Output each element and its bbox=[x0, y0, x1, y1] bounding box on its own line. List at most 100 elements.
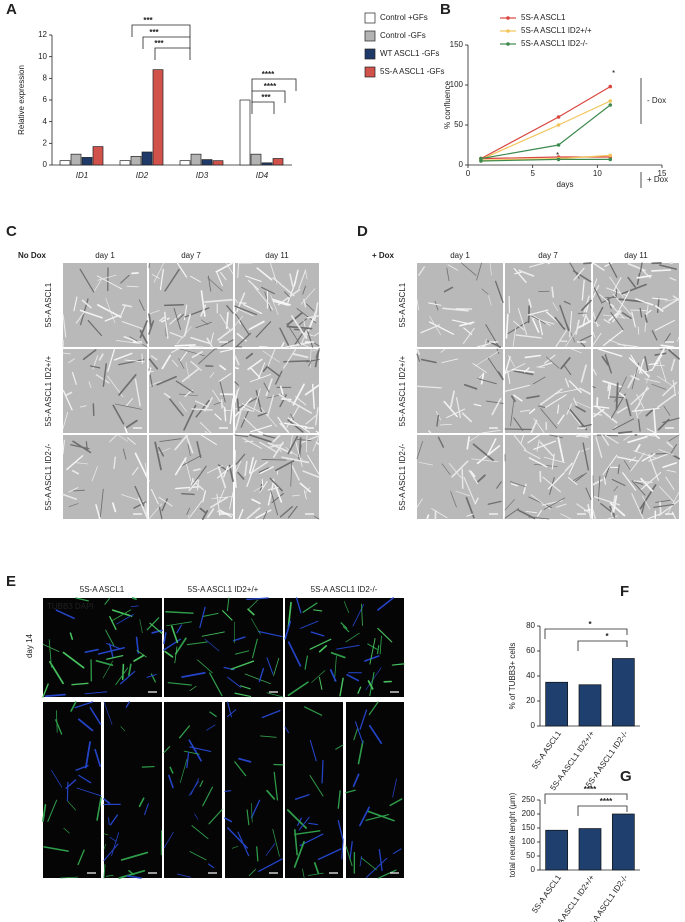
cell bbox=[191, 408, 213, 411]
cell bbox=[234, 355, 240, 366]
cell bbox=[630, 387, 650, 405]
cell bbox=[469, 434, 480, 442]
cell bbox=[498, 371, 504, 380]
cell bbox=[243, 417, 261, 434]
cell bbox=[298, 816, 310, 831]
bar bbox=[152, 69, 164, 166]
cell bbox=[126, 285, 139, 288]
cell bbox=[524, 354, 542, 359]
x-axis-label: days bbox=[557, 180, 574, 189]
cell bbox=[190, 777, 200, 796]
cell bbox=[312, 348, 320, 352]
cell bbox=[596, 434, 619, 437]
cell bbox=[584, 312, 590, 323]
cell bbox=[309, 638, 332, 650]
cell bbox=[592, 262, 605, 271]
cell bbox=[592, 509, 596, 520]
cell bbox=[79, 309, 103, 319]
cell bbox=[112, 404, 125, 425]
cell bbox=[123, 336, 137, 342]
panel-letter: E bbox=[6, 573, 16, 590]
cell bbox=[359, 806, 370, 827]
cell bbox=[592, 479, 604, 486]
cell bbox=[118, 374, 137, 396]
cell bbox=[237, 471, 245, 480]
cell bbox=[215, 262, 233, 273]
cell bbox=[212, 389, 227, 411]
micrograph bbox=[417, 263, 503, 347]
cell bbox=[299, 435, 319, 444]
cell bbox=[518, 269, 535, 277]
cell bbox=[120, 274, 130, 284]
y-tick-label: 6 bbox=[43, 95, 48, 104]
cell bbox=[613, 277, 622, 292]
cell bbox=[288, 505, 298, 519]
y-tick-label: 50 bbox=[526, 851, 535, 860]
cell bbox=[144, 803, 149, 816]
cell bbox=[193, 468, 201, 472]
bar bbox=[81, 157, 93, 166]
cell bbox=[253, 486, 263, 492]
cell bbox=[265, 843, 276, 856]
cell bbox=[446, 267, 450, 282]
cell bbox=[48, 639, 52, 668]
cell bbox=[416, 385, 442, 389]
cell bbox=[188, 515, 190, 520]
cell bbox=[176, 624, 183, 634]
stain-label: TUBB3 DAPI bbox=[47, 602, 94, 611]
cell bbox=[219, 381, 226, 403]
cell bbox=[659, 486, 675, 503]
cell bbox=[592, 332, 602, 346]
cell bbox=[121, 321, 143, 330]
cell bbox=[631, 493, 644, 520]
cell bbox=[297, 439, 312, 442]
cell bbox=[446, 408, 466, 419]
cell bbox=[392, 848, 402, 855]
cell bbox=[631, 407, 660, 412]
cell bbox=[513, 394, 523, 402]
cell bbox=[105, 629, 115, 647]
cell bbox=[124, 426, 128, 434]
cell bbox=[246, 809, 250, 826]
cell bbox=[75, 311, 85, 324]
cell bbox=[321, 759, 324, 784]
cell bbox=[154, 441, 162, 471]
cell bbox=[85, 441, 88, 452]
cell bbox=[392, 778, 397, 798]
cell bbox=[148, 320, 155, 335]
significance-bracket bbox=[251, 78, 297, 91]
cell bbox=[250, 424, 273, 433]
cell bbox=[668, 434, 680, 442]
cell bbox=[267, 301, 274, 310]
cell bbox=[546, 356, 560, 369]
cell bbox=[307, 454, 320, 475]
cell bbox=[267, 394, 274, 417]
significance-label: **** bbox=[264, 82, 277, 91]
cell bbox=[290, 413, 294, 420]
cell bbox=[603, 319, 611, 324]
cell bbox=[510, 395, 516, 403]
row-label: 5S-A ASCL1 ID2-/- bbox=[44, 443, 53, 510]
cell bbox=[604, 354, 612, 374]
cell bbox=[630, 375, 640, 381]
cell bbox=[250, 799, 261, 819]
cell bbox=[567, 476, 578, 486]
cell bbox=[477, 378, 497, 385]
cell bbox=[592, 412, 603, 416]
cell bbox=[654, 319, 675, 331]
cell bbox=[616, 406, 628, 414]
cell bbox=[488, 295, 492, 306]
cell bbox=[272, 277, 295, 297]
fluorescence-image bbox=[225, 702, 283, 878]
panel-letter: G bbox=[620, 768, 632, 785]
cell bbox=[55, 719, 63, 735]
cell bbox=[251, 498, 261, 505]
cell bbox=[245, 352, 254, 360]
micrograph bbox=[417, 349, 503, 433]
cell bbox=[627, 435, 648, 444]
cell bbox=[517, 308, 528, 336]
cell bbox=[640, 472, 662, 491]
fluorescence-image bbox=[285, 702, 343, 878]
y-tick-label: 200 bbox=[522, 809, 536, 818]
cell bbox=[124, 419, 138, 430]
